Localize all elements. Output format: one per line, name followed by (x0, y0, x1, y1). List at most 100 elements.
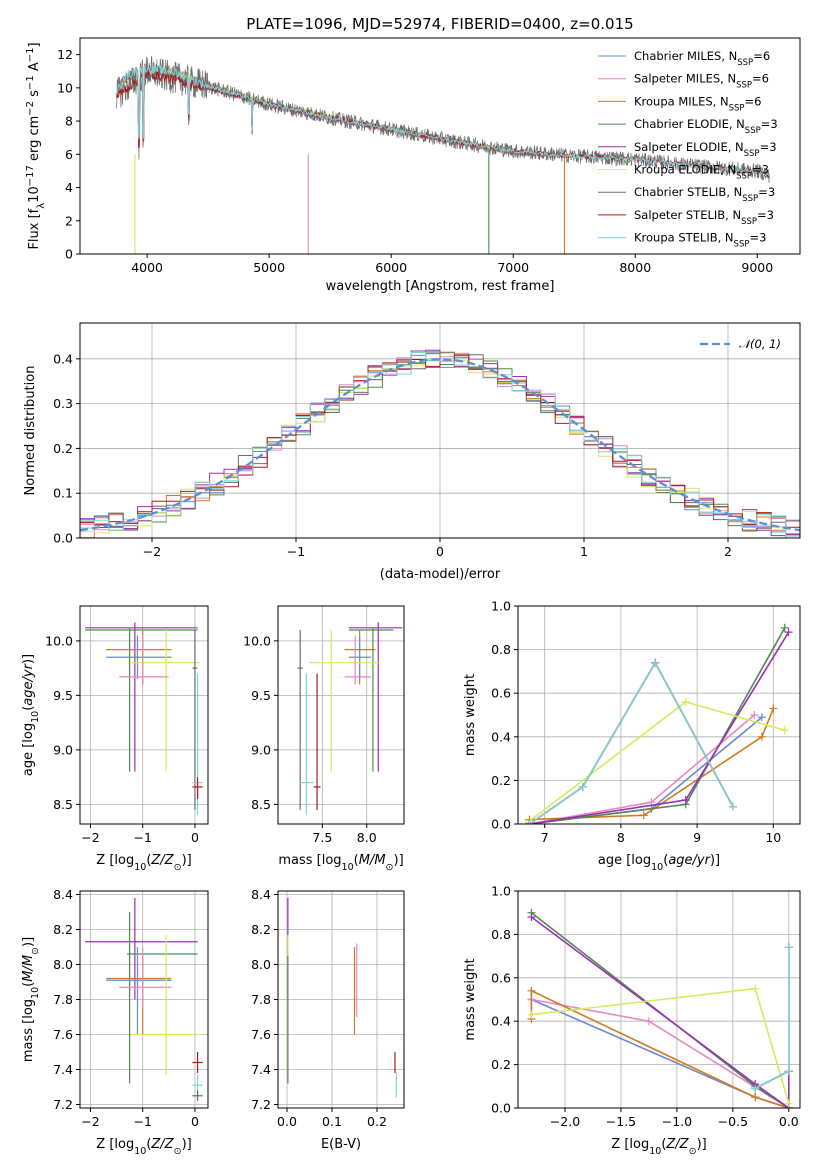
x-tick-label: 10 (765, 830, 781, 845)
error-bar-point (119, 947, 172, 1009)
y-tick-label: 10.0 (243, 633, 271, 648)
x-axis-label: E(B-V) (321, 1137, 361, 1152)
x-tick-label: −1.5 (606, 1114, 636, 1129)
plot-area (116, 55, 770, 254)
plot-area (521, 623, 793, 824)
x-axis-label: wavelength [Angstrom, rest frame] (326, 279, 555, 294)
weight-marker (521, 820, 530, 824)
weight-line (530, 916, 790, 1108)
x-tick-label: −2 (143, 544, 161, 559)
y-tick-label: 7.4 (251, 1062, 271, 1077)
legend-series-name: Chabrier MILES (634, 49, 721, 63)
y-axis-label: Flux [fλ10−17 erg cm−2 s−1 A−1] (25, 42, 47, 249)
y-axis-label: mass [log10(M/M⊙)] (21, 937, 41, 1062)
panel-spectrum: 4000 5000 6000 7000 8000 9000 0 2 4 6 8 10 12 wavelen… (25, 37, 801, 294)
y-tick-label: 7.6 (53, 1027, 73, 1042)
plot-area (527, 908, 793, 1108)
axes-frame (517, 890, 801, 1109)
x-tick-label: 5000 (253, 260, 285, 275)
x-tick-label: 8.0 (357, 830, 377, 845)
y-axis-label: mass weight (463, 958, 478, 1040)
x-tick-label: −2 (81, 1114, 99, 1129)
y-tick-label: 0.6 (491, 970, 511, 985)
plot-area (80, 349, 800, 538)
legend-entry: Salpeter MILES, NSSP=6 (634, 72, 769, 91)
weight-marker (784, 628, 793, 637)
axes-frame (79, 322, 801, 539)
y-tick-label: 0.4 (53, 351, 73, 366)
weight-marker (681, 796, 690, 805)
y-tick-label: 12 (57, 47, 73, 62)
y-axis-label: mass weight (463, 674, 478, 756)
error-bar-point (192, 777, 203, 799)
x-tick-label: 7.5 (312, 830, 332, 845)
y-tick-label: 1.0 (491, 884, 511, 899)
axes-frame (79, 605, 209, 825)
y-tick-label: 9.5 (251, 688, 271, 703)
x-tick-label: −0.5 (718, 1114, 748, 1129)
x-tick-label: 9000 (741, 260, 773, 275)
error-bar-point (309, 629, 381, 772)
figure-panels: 4000 5000 6000 7000 8000 9000024681012wavelen… (21, 37, 801, 1157)
y-tick-label: 0.2 (53, 441, 73, 456)
weight-marker (644, 1017, 653, 1026)
y-tick-label: 0.4 (491, 1014, 511, 1029)
weight-marker (769, 704, 778, 713)
x-tick-label: 0.0 (779, 1114, 799, 1129)
x-axis-label: mass [log10(M/M⊙)] (278, 853, 403, 873)
x-tick-label: 0 (191, 830, 199, 845)
error-bar-point (85, 627, 198, 772)
weight-marker (757, 732, 766, 741)
x-tick-label: 6000 (375, 260, 407, 275)
y-tick-label: 2 (65, 213, 73, 228)
x-axis-label: Z [log10(Z/Z⊙)] (611, 1137, 706, 1157)
x-tick-label: 7000 (497, 260, 529, 275)
y-tick-label: 7.8 (53, 992, 73, 1007)
x-axis-label: Z [log10(Z/Z⊙)] (96, 1137, 191, 1157)
legend-entry: 𝒩(0, 1) (739, 337, 781, 351)
x-tick-label: 7 (541, 830, 549, 845)
legend-nssp: 6 (754, 94, 761, 108)
legend-series-name: Chabrier STELIB (634, 185, 726, 199)
weight-marker (527, 1010, 536, 1019)
axes-frame (79, 890, 209, 1109)
y-tick-label: 0.0 (491, 817, 511, 832)
x-tick-label: 0.2 (367, 1114, 387, 1129)
weight-line (754, 947, 790, 1090)
legend-entry: Kroupa STELIB, NSSP=3 (634, 231, 766, 250)
y-tick-label: 6 (65, 147, 73, 162)
legend-series-name: Salpeter STELIB (634, 208, 725, 222)
y-tick-label: 8.4 (251, 887, 271, 902)
y-tick-label: 0.6 (491, 686, 511, 701)
plot-area (85, 898, 203, 1101)
y-tick-label: 8.5 (251, 797, 271, 812)
error-bar-point (85, 622, 198, 772)
y-tick-label: 8.5 (53, 797, 73, 812)
x-tick-label: 0.1 (322, 1114, 342, 1129)
weight-line (754, 947, 790, 1090)
histogram-step (80, 352, 800, 537)
error-bar-point (132, 629, 201, 772)
legend-series-name: Salpeter ELODIE (634, 140, 728, 154)
weight-marker (681, 697, 690, 706)
legend-series-name: Salpeter MILES (634, 72, 720, 86)
legend-nssp: 6 (762, 72, 769, 86)
error-bar-point (106, 947, 172, 1035)
weight-marker (527, 986, 536, 995)
error-bar-point (106, 955, 172, 1035)
y-tick-label: 0.8 (491, 642, 511, 657)
x-tick-label: 0 (436, 544, 444, 559)
error-bar-point (348, 622, 403, 772)
error-bar-point (85, 898, 198, 1000)
panel-weight-vs-age: 7 8 9 10 0.0 0.2 0.4 0.6 0.8 1.0 age [log10(age/yr… (463, 599, 801, 873)
x-tick-label: −2 (81, 830, 99, 845)
figure-title: PLATE=1096, MJD=52974, FIBERID=0400, z=0… (246, 15, 633, 33)
weight-marker (780, 623, 789, 632)
x-axis-label: Z [log10(Z/Z⊙)] (96, 853, 191, 873)
x-tick-label: 2 (724, 544, 732, 559)
x-tick-label: −1 (133, 1114, 151, 1129)
panel-weight-vs-Z: −2.0 −1.5 −1.0 −0.5 0.0 0.0 0.2 0.4 0.6 0.8 1.0 Z [… (463, 884, 801, 1157)
x-tick-label: 4000 (131, 260, 163, 275)
legend-nssp: 6 (763, 49, 770, 63)
panel-mass-vs-ebv: 0.0 0.1 0.2 7.2 7.4 7.6 7.8 8.0 8.2 8.4 E(B-V) (251, 887, 405, 1152)
